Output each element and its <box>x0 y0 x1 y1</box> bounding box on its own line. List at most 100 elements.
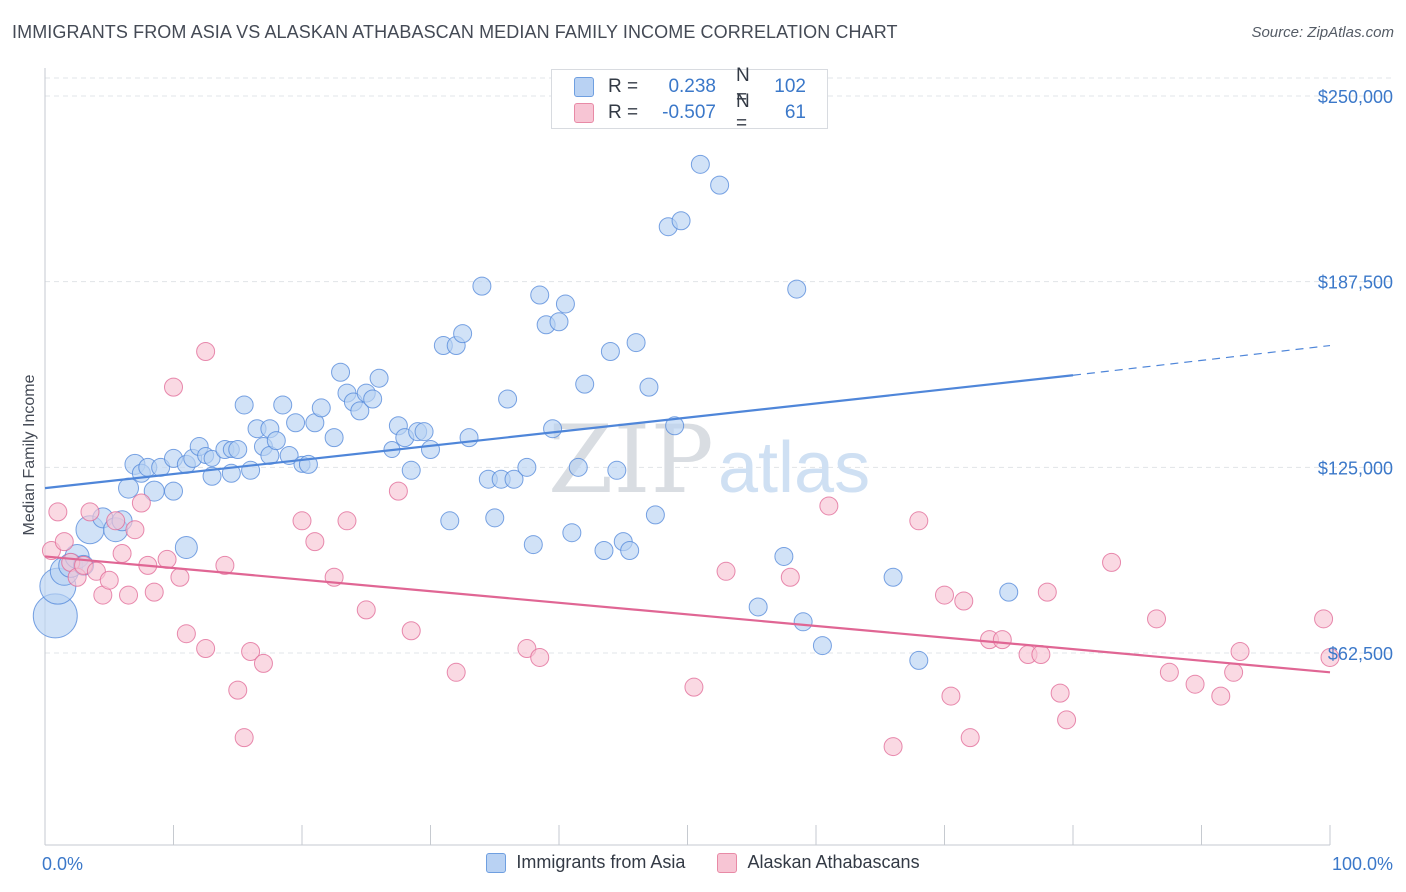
x-tick-labels: 0.0% 100.0% <box>42 854 1393 874</box>
data-point <box>523 535 543 555</box>
data-point <box>125 520 145 540</box>
data-point <box>639 377 659 397</box>
data-point <box>1050 683 1070 703</box>
legend-n-label: N = <box>736 65 750 108</box>
y-tick-label: $187,500 <box>1318 273 1393 293</box>
data-point <box>1320 647 1340 667</box>
data-point <box>504 469 524 489</box>
data-point <box>645 505 665 525</box>
data-point <box>1031 644 1051 664</box>
data-point <box>401 621 421 641</box>
data-point <box>203 449 221 467</box>
data-point <box>80 502 100 522</box>
data-point <box>665 416 685 436</box>
data-point <box>780 567 800 587</box>
data-point <box>48 502 68 522</box>
data-point <box>176 624 196 644</box>
y-tick-label: $125,000 <box>1318 458 1393 478</box>
data-point <box>883 567 903 587</box>
data-point <box>1159 662 1179 682</box>
data-point <box>453 324 473 344</box>
data-point <box>331 362 351 382</box>
y-tick-label: $250,000 <box>1318 87 1393 107</box>
legend-r-label: R = <box>608 76 639 97</box>
data-point <box>202 466 222 486</box>
data-point <box>421 440 440 460</box>
data-points <box>32 154 1340 757</box>
data-point <box>498 389 518 409</box>
correlation-legend: R = 0.238 N = 102 R = -0.507 N = 61 <box>551 65 828 134</box>
data-point <box>337 511 357 531</box>
data-point <box>253 653 273 673</box>
legend-label-asia: Immigrants from Asia <box>516 852 686 872</box>
data-point <box>485 508 505 528</box>
data-point <box>215 555 235 575</box>
data-point <box>356 600 376 620</box>
legend-swatch-asia <box>574 77 594 97</box>
chart-source: Source: ZipAtlas.com <box>1251 24 1394 41</box>
legend-row-athabascan: R = -0.507 N = 61 <box>574 91 806 134</box>
data-point <box>234 728 254 748</box>
data-point <box>883 737 903 757</box>
data-point <box>517 457 537 477</box>
data-point <box>144 582 164 602</box>
x-tick-label: 0.0% <box>42 854 83 874</box>
trend-line-asia-extension <box>1072 344 1331 376</box>
x-tick-label: 100.0% <box>1332 854 1393 874</box>
data-point <box>812 636 832 656</box>
data-point <box>568 457 588 477</box>
data-point <box>273 395 293 415</box>
data-point <box>1037 582 1057 602</box>
data-point <box>549 312 569 332</box>
data-point <box>1230 642 1250 662</box>
data-point <box>710 175 730 195</box>
data-point <box>324 428 344 448</box>
data-point <box>543 419 563 439</box>
data-point <box>1102 552 1122 572</box>
data-point <box>1211 686 1231 706</box>
data-point <box>909 511 929 531</box>
y-tick-labels: $250,000 $187,500 $125,000 $62,500 <box>1318 87 1393 664</box>
data-point <box>909 650 929 670</box>
data-point <box>716 561 736 581</box>
data-point <box>228 440 248 460</box>
data-point <box>620 541 640 561</box>
y-axis-label: Median Family Income <box>21 374 38 535</box>
data-point <box>600 341 620 361</box>
data-point <box>1057 710 1077 730</box>
data-point <box>305 532 325 552</box>
data-point <box>119 585 139 605</box>
legend-r-label: R = <box>608 102 639 123</box>
trend-line-asia <box>44 374 1074 490</box>
legend-swatch-athabascan <box>574 103 594 123</box>
data-point <box>459 428 479 448</box>
data-point <box>106 511 126 531</box>
data-point <box>363 389 383 409</box>
data-point <box>266 431 286 451</box>
data-point <box>941 686 961 706</box>
data-point <box>54 532 74 552</box>
legend-swatch-asia <box>486 852 507 873</box>
data-point <box>935 585 954 605</box>
data-point <box>594 541 614 561</box>
data-point <box>793 612 813 632</box>
data-point <box>99 570 119 590</box>
data-point <box>311 398 331 418</box>
data-point <box>671 211 691 231</box>
data-point <box>164 481 183 501</box>
legend-row-asia: R = 0.238 N = 102 <box>574 65 806 108</box>
data-point <box>292 511 312 531</box>
data-point <box>196 341 216 361</box>
data-point <box>196 639 216 659</box>
data-point <box>401 460 421 480</box>
data-point <box>690 154 710 174</box>
data-point <box>562 523 582 543</box>
legend-item-asia[interactable]: Immigrants from Asia <box>486 852 685 873</box>
axes <box>44 68 1331 846</box>
data-point <box>112 543 132 563</box>
data-point <box>440 511 460 531</box>
legend-item-athabascan[interactable]: Alaskan Athabascans <box>717 852 920 873</box>
series-legend: Immigrants from Asia Alaskan Athabascans <box>0 852 1406 873</box>
watermark-atlas: atlas <box>718 428 870 508</box>
